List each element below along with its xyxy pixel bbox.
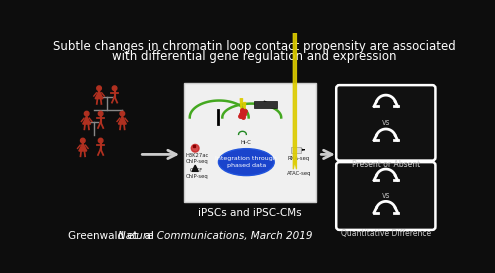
Text: Hi-C: Hi-C bbox=[241, 140, 252, 145]
Circle shape bbox=[191, 144, 199, 152]
Circle shape bbox=[99, 111, 103, 116]
Text: Greenwald et. al: Greenwald et. al bbox=[68, 232, 157, 241]
Text: Nature Communications, March 2019: Nature Communications, March 2019 bbox=[118, 232, 312, 241]
FancyBboxPatch shape bbox=[291, 147, 301, 153]
Text: RNA-seq: RNA-seq bbox=[288, 156, 310, 161]
FancyBboxPatch shape bbox=[336, 85, 436, 161]
Text: Present or Absent: Present or Absent bbox=[352, 160, 420, 169]
Polygon shape bbox=[79, 143, 87, 151]
FancyBboxPatch shape bbox=[336, 162, 436, 230]
Text: vs: vs bbox=[382, 191, 390, 200]
Text: Subtle changes in chromatin loop contact propensity are associated: Subtle changes in chromatin loop contact… bbox=[52, 40, 455, 54]
Text: Quantitative Difference: Quantitative Difference bbox=[341, 229, 431, 238]
Polygon shape bbox=[118, 116, 126, 124]
Text: Integration through
phased data: Integration through phased data bbox=[215, 156, 277, 168]
Text: ATAC-seq: ATAC-seq bbox=[287, 171, 311, 176]
Polygon shape bbox=[192, 165, 198, 171]
Circle shape bbox=[99, 138, 103, 143]
Ellipse shape bbox=[218, 149, 274, 176]
FancyBboxPatch shape bbox=[254, 100, 277, 108]
Circle shape bbox=[112, 86, 117, 90]
FancyBboxPatch shape bbox=[184, 83, 316, 202]
Circle shape bbox=[120, 111, 125, 116]
Text: vs: vs bbox=[382, 118, 390, 127]
Circle shape bbox=[84, 111, 89, 116]
Polygon shape bbox=[95, 90, 103, 99]
Text: CTCF
ChIP-seq: CTCF ChIP-seq bbox=[185, 168, 208, 179]
Text: H3K27ac
ChIP-seq: H3K27ac ChIP-seq bbox=[185, 153, 208, 164]
Text: iPSCs and iPSC-CMs: iPSCs and iPSC-CMs bbox=[198, 208, 302, 218]
Polygon shape bbox=[83, 116, 91, 124]
Circle shape bbox=[81, 138, 85, 143]
Circle shape bbox=[97, 86, 101, 90]
Text: with differential gene regulation and expression: with differential gene regulation and ex… bbox=[112, 50, 396, 63]
